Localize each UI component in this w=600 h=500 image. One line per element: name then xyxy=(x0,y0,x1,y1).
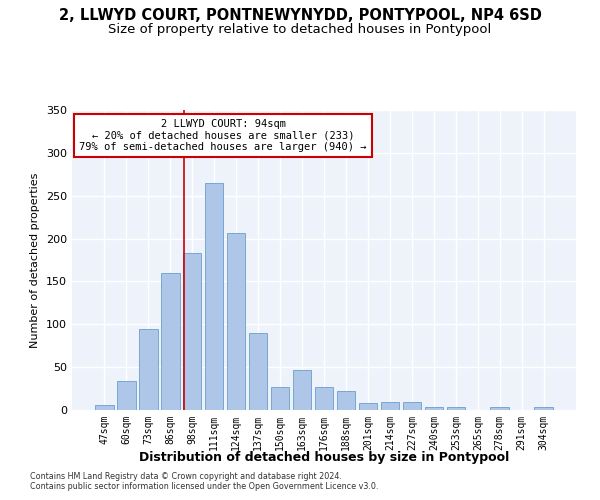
Bar xyxy=(161,273,179,410)
Y-axis label: Number of detached properties: Number of detached properties xyxy=(31,172,40,348)
Text: 2 LLWYD COURT: 94sqm
← 20% of detached houses are smaller (233)
79% of semi-deta: 2 LLWYD COURT: 94sqm ← 20% of detached h… xyxy=(79,119,367,152)
Bar xyxy=(139,328,158,410)
Bar xyxy=(337,391,355,410)
Bar xyxy=(403,402,421,410)
Text: Distribution of detached houses by size in Pontypool: Distribution of detached houses by size … xyxy=(139,451,509,464)
Text: Contains public sector information licensed under the Open Government Licence v3: Contains public sector information licen… xyxy=(30,482,379,491)
Bar xyxy=(446,406,465,410)
Text: Contains HM Land Registry data © Crown copyright and database right 2024.: Contains HM Land Registry data © Crown c… xyxy=(30,472,342,481)
Text: Size of property relative to detached houses in Pontypool: Size of property relative to detached ho… xyxy=(109,22,491,36)
Bar xyxy=(205,183,223,410)
Bar xyxy=(425,408,443,410)
Bar xyxy=(490,406,509,410)
Bar xyxy=(249,333,268,410)
Bar xyxy=(314,387,334,410)
Bar xyxy=(535,406,553,410)
Bar xyxy=(271,387,289,410)
Bar xyxy=(227,232,245,410)
Bar xyxy=(359,403,377,410)
Text: 2, LLWYD COURT, PONTNEWYNYDD, PONTYPOOL, NP4 6SD: 2, LLWYD COURT, PONTNEWYNYDD, PONTYPOOL,… xyxy=(59,8,541,22)
Bar xyxy=(183,253,202,410)
Bar xyxy=(117,381,136,410)
Bar xyxy=(95,405,113,410)
Bar xyxy=(293,370,311,410)
Bar xyxy=(380,402,399,410)
